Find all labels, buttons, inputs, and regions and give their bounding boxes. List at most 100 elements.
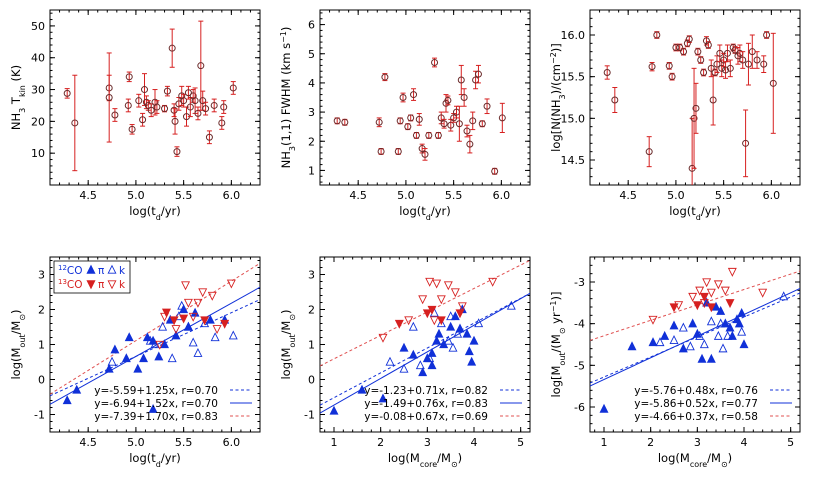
triangle-up-marker — [453, 328, 463, 338]
triangle-down-marker — [418, 295, 428, 305]
data-point — [205, 133, 213, 141]
data-layer — [603, 31, 777, 185]
triangle-up-marker — [660, 330, 670, 340]
data-point — [151, 98, 159, 106]
triangle-up-marker — [678, 343, 688, 353]
y-tick-label: 3 — [308, 269, 315, 282]
fit-line — [590, 270, 800, 341]
panel-outflow-mass-vs-core-mass: 1 2 3 4 5 -1 0 1 2 3 log(Mcore/M⊙) log(Mout/M⊙) y=-1… — [279, 256, 531, 469]
data-point — [726, 64, 734, 72]
triangle-down-marker — [436, 295, 446, 305]
triangle-up-marker — [432, 335, 442, 345]
y-tick-label: -6 — [574, 401, 585, 414]
y-tick-label: 4 — [308, 77, 315, 90]
x-tick-label: 5.0 — [397, 189, 415, 202]
triangle-down-marker — [429, 316, 439, 326]
triangle-up-marker — [446, 311, 456, 321]
triangle-down-marker — [443, 281, 453, 291]
triangle-up-marker — [446, 321, 456, 331]
data-point — [739, 56, 747, 64]
triangle-up-marker — [133, 363, 143, 373]
plot-frame — [589, 256, 801, 433]
data-point — [702, 37, 710, 45]
x-tick-label: 2 — [377, 436, 384, 449]
data-point — [197, 62, 205, 70]
triangle-down-marker — [450, 288, 460, 298]
data-point — [421, 150, 429, 158]
triangle-up-marker — [399, 342, 409, 352]
triangle-down-marker — [181, 281, 191, 291]
triangle-up-marker — [357, 384, 367, 394]
data-layer — [590, 267, 800, 413]
triangle-up-marker — [436, 318, 446, 328]
data-point — [410, 91, 418, 99]
y-axis-label: NH3(1,1) FWHM (km s−1) — [279, 27, 297, 169]
y-tick-label: 1 — [308, 164, 315, 177]
y-axis-label: log(Mout/M⊙) — [279, 309, 297, 379]
triangle-up-marker — [506, 300, 516, 310]
data-point — [202, 105, 210, 113]
data-point — [431, 59, 439, 66]
data-point — [199, 97, 207, 105]
data-point — [415, 115, 423, 123]
legend-marker-open — [107, 280, 117, 290]
data-point — [769, 79, 777, 87]
data-point — [460, 94, 468, 101]
triangle-down-marker — [648, 315, 658, 325]
triangle-up-marker — [678, 322, 688, 332]
fit-line — [320, 292, 530, 414]
y-tick-label: 10 — [31, 147, 45, 160]
data-point — [135, 97, 143, 105]
legend-pi-label: π — [98, 265, 105, 277]
triangle-down-marker — [169, 316, 179, 326]
x-tick-label: 6.0 — [223, 436, 241, 449]
fit-equation: y=-6.94+1.52x, r=0.70 — [94, 398, 218, 410]
legend-k-label: k — [119, 279, 126, 291]
triangle-down-marker — [436, 316, 446, 326]
data-point — [665, 62, 673, 70]
legend-box — [53, 260, 131, 294]
x-tick-label: 4 — [741, 436, 748, 449]
data-point — [713, 60, 721, 68]
data-point — [186, 103, 194, 111]
y-axis-label: log(Mout/M⊙) — [9, 309, 27, 379]
x-axis-label: log(td/yr) — [129, 204, 181, 222]
fit-equation: y=-5.86+0.52x, r=0.77 — [634, 398, 758, 410]
x-tick-label: 4.5 — [79, 189, 97, 202]
data-point — [437, 114, 445, 122]
data-point — [685, 35, 693, 43]
triangle-up-marker — [448, 342, 458, 352]
data-point — [478, 120, 486, 128]
y-tick-label: 14.5 — [561, 154, 586, 167]
data-point — [444, 96, 452, 104]
triangle-up-marker — [467, 356, 477, 366]
triangle-down-marker — [220, 319, 230, 329]
data-point — [694, 48, 702, 56]
x-tick-label: 5.0 — [127, 436, 145, 449]
triangle-down-marker — [688, 292, 698, 302]
panel-outflow-rate-vs-core-mass: 1 2 3 4 5 -6 -5 -4 -3 log(Mcore/M⊙) log[Mout/(M⊙ y… — [549, 256, 801, 469]
y-tick-label: 20 — [31, 115, 45, 128]
triangle-up-marker — [154, 351, 164, 361]
data-point — [474, 70, 482, 78]
fit-equation: y=-5.76+0.48x, r=0.76 — [634, 385, 758, 397]
triangle-down-marker — [212, 325, 222, 335]
data-point — [194, 109, 202, 117]
data-point — [707, 64, 715, 72]
triangle-down-marker — [692, 301, 702, 311]
triangle-up-marker — [124, 332, 134, 342]
x-tick-label: 5.5 — [445, 189, 463, 202]
triangle-up-marker — [695, 330, 705, 340]
triangle-up-marker — [469, 335, 479, 345]
triangle-up-marker — [434, 328, 444, 338]
data-point — [412, 131, 420, 139]
data-point — [404, 123, 412, 131]
triangle-up-marker — [685, 341, 695, 351]
data-point — [463, 127, 471, 135]
y-tick-label: 5 — [308, 48, 315, 61]
data-point — [139, 116, 147, 124]
data-point — [697, 56, 705, 64]
data-point — [220, 103, 228, 111]
triangle-up-marker — [107, 356, 117, 366]
fit-line — [50, 262, 260, 395]
